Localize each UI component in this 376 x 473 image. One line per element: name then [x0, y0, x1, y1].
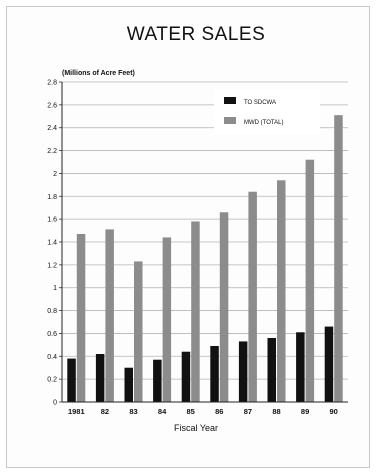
- bar-sdcwa-86: [210, 346, 219, 402]
- y-tick-label: 1.8: [47, 194, 57, 201]
- bar-mwd-1981: [76, 234, 86, 402]
- bar-mwd-87: [248, 191, 257, 402]
- x-tick-label: 89: [301, 407, 309, 416]
- y-tick-label: 1.4: [47, 240, 57, 247]
- bar-mwd-84: [162, 237, 172, 402]
- y-tick-label: 0.4: [47, 354, 57, 361]
- x-tick-label: 90: [330, 407, 338, 416]
- y-tick-label: 2.4: [47, 125, 57, 132]
- bar-sdcwa-87: [238, 341, 248, 402]
- bar-mwd-89: [305, 159, 315, 402]
- y-tick-labels: 0 0.2 0.4 0.6 0.8 1 1.2 1.4 1.6 1.8 2 2.2 2.4 2.6 2.8: [47, 80, 62, 407]
- bar-sdcwa-83: [124, 367, 133, 402]
- bar-sdcwa-82: [95, 354, 105, 402]
- y-tick-label: 2.6: [47, 102, 57, 109]
- x-tick-label: 88: [272, 407, 280, 416]
- x-tick-label: 1981: [68, 407, 85, 416]
- y-tick-label: 0: [53, 400, 57, 407]
- legend-label-mwd: MWD (TOTAL): [244, 120, 283, 126]
- y-tick-label: 1.2: [47, 262, 57, 269]
- x-tick-labels: 1981 82 83 84 85 86 87 88 89 90: [68, 407, 338, 416]
- bar-sdcwa-89: [296, 332, 305, 402]
- y-tick-label: 1: [53, 285, 57, 292]
- y-tick-label: 1.6: [47, 217, 57, 224]
- y-axis-label: (Millions of Acre Feet): [62, 70, 135, 77]
- bar-mwd-86: [219, 212, 229, 402]
- bar-mwd-83: [134, 261, 143, 402]
- x-axis-label: Fiscal Year: [174, 423, 218, 433]
- y-tick-label: 0.6: [47, 331, 57, 338]
- x-tick-label: 84: [158, 407, 167, 416]
- legend-label-sdcwa: TO SDCWA: [244, 100, 276, 106]
- legend-box: [214, 90, 320, 134]
- x-tick-label: 83: [129, 407, 137, 416]
- bars: [67, 115, 343, 403]
- bar-mwd-82: [105, 229, 114, 402]
- x-tick-label: 85: [187, 407, 195, 416]
- x-tick-label: 82: [101, 407, 109, 416]
- bar-sdcwa-90: [324, 326, 334, 402]
- bar-sdcwa-85: [181, 351, 191, 402]
- y-tick-label: 2.8: [47, 80, 57, 87]
- bar-sdcwa-1981: [67, 358, 76, 402]
- axes: [61, 82, 348, 403]
- y-tick-label: 2: [53, 171, 57, 178]
- bar-mwd-85: [191, 221, 200, 402]
- legend: TO SDCWA MWD (TOTAL): [214, 90, 320, 134]
- legend-swatch-sdcwa: [224, 97, 236, 104]
- chart-title: WATER SALES: [127, 24, 266, 45]
- bar-mwd-90: [334, 115, 343, 403]
- y-tick-label: 2.2: [47, 148, 57, 155]
- x-tick-label: 86: [215, 407, 223, 416]
- bar-sdcwa-84: [153, 359, 162, 402]
- bar-mwd-88: [277, 180, 286, 402]
- y-tick-label: 0.8: [47, 308, 57, 315]
- legend-swatch-mwd: [224, 117, 236, 124]
- y-tick-label: 0.2: [47, 377, 57, 384]
- bar-sdcwa-88: [267, 338, 276, 402]
- x-tick-label: 87: [244, 407, 252, 416]
